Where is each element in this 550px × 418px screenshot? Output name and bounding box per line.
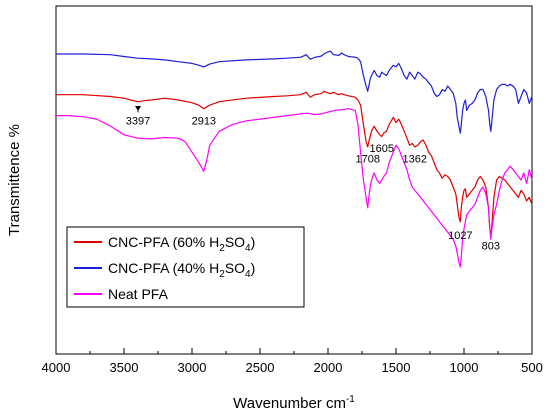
legend-text: CNC-PFA (40% H	[108, 260, 219, 276]
legend-subscript: 2	[219, 269, 225, 280]
series-line-0	[56, 50, 533, 134]
annotation-label: 1605	[369, 143, 393, 155]
annotation-label: 803	[482, 241, 500, 253]
x-axis-ticks: 4000 3500 3000 2500 2000 1500 1000 500	[42, 348, 543, 375]
annotation-label: 1362	[403, 154, 427, 166]
x-tick-label: 3000	[178, 360, 207, 375]
x-tick-label: 2000	[314, 360, 343, 375]
legend-subscript: 4	[245, 243, 251, 254]
legend-text: SO	[225, 234, 245, 250]
x-tick-label: 4000	[42, 360, 71, 375]
y-axis-label: Transmittence %	[6, 124, 23, 236]
legend-label: Neat PFA	[108, 286, 169, 302]
series-group	[56, 50, 533, 268]
x-tick-label: 500	[521, 360, 543, 375]
annotation-arrow-head	[135, 106, 142, 112]
series-line-2	[56, 108, 533, 268]
legend-text: )	[251, 260, 256, 276]
legend-box	[66, 226, 305, 308]
x-tick-label: 1500	[382, 360, 411, 375]
legend-text: )	[251, 234, 256, 250]
legend-entries: CNC-PFA (60% H2SO4)CNC-PFA (40% H2SO4)Ne…	[74, 234, 255, 302]
x-axis-label: Wavenumber cm-1	[233, 394, 355, 412]
legend-subscript: 2	[219, 243, 225, 254]
legend-label: CNC-PFA (40% H2SO4)	[108, 260, 255, 280]
legend-text: Neat PFA	[108, 286, 169, 302]
annotation-label: 3397	[126, 115, 150, 127]
legend-label: CNC-PFA (60% H2SO4)	[108, 234, 255, 254]
annotation-label: 1708	[355, 154, 379, 166]
legend-text: CNC-PFA (60% H	[108, 234, 219, 250]
legend-subscript: 4	[245, 269, 251, 280]
x-tick-label: 3500	[110, 360, 139, 375]
x-axis-label-superscript: -1	[346, 394, 355, 405]
legend-text: SO	[225, 260, 245, 276]
series-line-1	[56, 90, 533, 237]
annotation-label: 2913	[192, 115, 216, 127]
annotation-label: 1027	[448, 230, 472, 242]
legend: CNC-PFA (60% H2SO4)CNC-PFA (40% H2SO4)Ne…	[66, 226, 305, 308]
x-tick-label: 2500	[246, 360, 275, 375]
x-tick-label: 1000	[450, 360, 479, 375]
